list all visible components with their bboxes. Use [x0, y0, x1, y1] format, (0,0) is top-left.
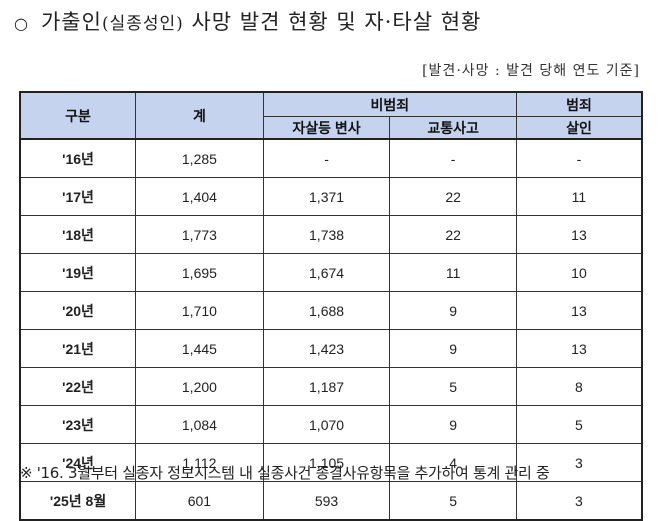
cell-homicide: 13 [515, 215, 643, 254]
footnote: ※ '16. 3월부터 실종자 정보시스템 내 실종사건 종결사유항목을 추가하… [20, 464, 550, 482]
cell-total: 601 [135, 481, 264, 521]
cell-homicide: - [515, 138, 643, 178]
cell-total: 1,445 [135, 329, 264, 368]
cell-year: '22년 [19, 367, 137, 406]
cell-total: 1,112 [135, 443, 264, 482]
header-crime: 범죄 [515, 91, 643, 117]
header-non-crime: 비범죄 [262, 91, 517, 117]
cell-traffic: 9 [389, 329, 517, 368]
cell-suicide-etc: 1,738 [262, 215, 391, 254]
cell-traffic: 5 [389, 481, 517, 521]
cell-year: '20년 [19, 291, 137, 330]
title-main-suffix: 사망 발견 현황 및 자·타살 현황 [191, 10, 482, 34]
cell-homicide: 3 [515, 481, 643, 521]
cell-traffic: 9 [389, 405, 517, 444]
cell-traffic: - [389, 138, 517, 178]
cell-suicide-etc: 1,423 [262, 329, 391, 368]
cell-year: '19년 [19, 253, 137, 292]
cell-suicide-etc: 1,070 [262, 405, 391, 444]
header-traffic: 교통사고 [389, 116, 517, 140]
cell-homicide: 10 [515, 253, 643, 292]
table-row: '18년 1,773 1,738 22 13 [19, 215, 643, 254]
cell-year: '21년 [19, 329, 137, 368]
header-category: 구분 [19, 91, 137, 140]
cell-traffic: 4 [389, 443, 517, 482]
cell-year: '18년 [19, 215, 137, 254]
cell-total: 1,285 [135, 138, 264, 178]
table-row: '24년 1,112 1,105 4 3 [19, 443, 643, 482]
statistics-table: 구분 계 비범죄 범죄 자살등 변사 교통사고 살인 '16년 1,285- - - '… [19, 91, 643, 521]
cell-traffic: 11 [389, 253, 517, 292]
unit-note: [발견·사망 : 발견 당해 연도 기준] [422, 63, 640, 79]
cell-homicide: 13 [515, 291, 643, 330]
cell-suicide-etc: 1,688 [262, 291, 391, 330]
table-row: '21년 1,445 1,423 9 13 [19, 329, 643, 368]
header-homicide: 살인 [515, 116, 643, 140]
cell-traffic: 5 [389, 367, 517, 406]
table-row: '23년 1,084 1,070 9 5 [19, 405, 643, 444]
cell-total: 1,404 [135, 177, 264, 216]
table-row: '16년 1,285- - - [19, 138, 643, 178]
cell-suicide-etc: 1,674 [262, 253, 391, 292]
cell-total: 1,084 [135, 405, 264, 444]
cell-traffic: 9 [389, 291, 517, 330]
cell-suicide-etc: 1,371 [262, 177, 391, 216]
header-suicide-etc: 자살등 변사 [262, 116, 391, 140]
table-row: '25년 8월 601 593 5 3 [19, 481, 643, 521]
cell-homicide: 8 [515, 367, 643, 406]
header-total: 계 [135, 91, 264, 140]
cell-year: '16년 [19, 138, 137, 178]
cell-traffic: 22 [389, 177, 517, 216]
table-row: '22년 1,200 1,187 5 8 [19, 367, 643, 406]
cell-total: 1,200 [135, 367, 264, 406]
cell-total: 1,773 [135, 215, 264, 254]
cell-suicide-etc: 593 [262, 481, 391, 521]
cell-total: 1,710 [135, 291, 264, 330]
title-paren: (실종성인) [101, 14, 184, 34]
cell-year: '25년 8월 [19, 481, 137, 521]
cell-homicide: 13 [515, 329, 643, 368]
cell-homicide: 11 [515, 177, 643, 216]
circle-bullet-icon: ○ [14, 14, 29, 33]
cell-suicide-etc: - [262, 138, 391, 178]
cell-year: '23년 [19, 405, 137, 444]
table-row: '17년 1,404 1,371 22 11 [19, 177, 643, 216]
cell-homicide: 3 [515, 443, 643, 482]
table-row: '19년 1,695 1,674 11 10 [19, 253, 643, 292]
cell-suicide-etc: 1,187 [262, 367, 391, 406]
page-title: ○ 가출인(실종성인) 사망 발견 현황 및 자·타살 현황 [14, 6, 481, 36]
cell-year: '17년 [19, 177, 137, 216]
cell-total: 1,695 [135, 253, 264, 292]
title-main-prefix: 가출인 [40, 10, 102, 34]
cell-traffic: 22 [389, 215, 517, 254]
table-row: '20년 1,710 1,688 9 13 [19, 291, 643, 330]
cell-suicide-etc: 1,105 [262, 443, 391, 482]
cell-homicide: 5 [515, 405, 643, 444]
cell-year: '24년 [19, 443, 137, 482]
